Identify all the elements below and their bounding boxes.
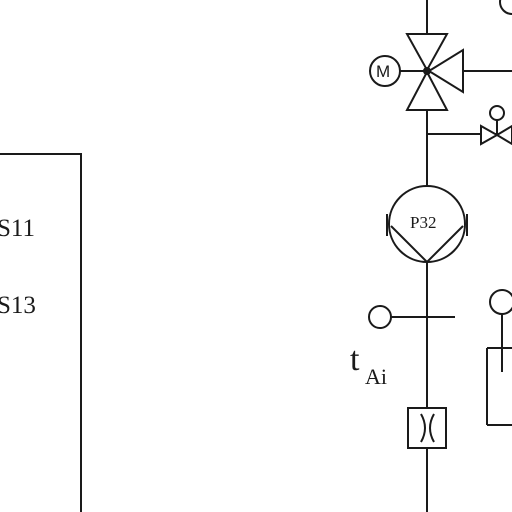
flow-meter-icon [407,407,447,449]
motor-icon [369,55,401,87]
motor-label: M [376,62,391,81]
sensor-label-sub: Ai [365,364,387,389]
pump-label: P32 [410,213,437,232]
temperature-sensor-icon [368,305,455,329]
valve-upper-triangle [405,33,449,73]
box-label-s11: S11 [0,215,35,242]
top-right-sensor-icon [499,0,512,15]
control-box [0,153,82,512]
pump-icon [386,185,468,264]
branch-valve-icon [480,105,512,146]
right-sensor-icon [486,289,512,426]
valve-lower-triangle [405,69,449,111]
box-label-s13: S13 [0,292,36,319]
sensor-label-t: t [350,341,360,378]
